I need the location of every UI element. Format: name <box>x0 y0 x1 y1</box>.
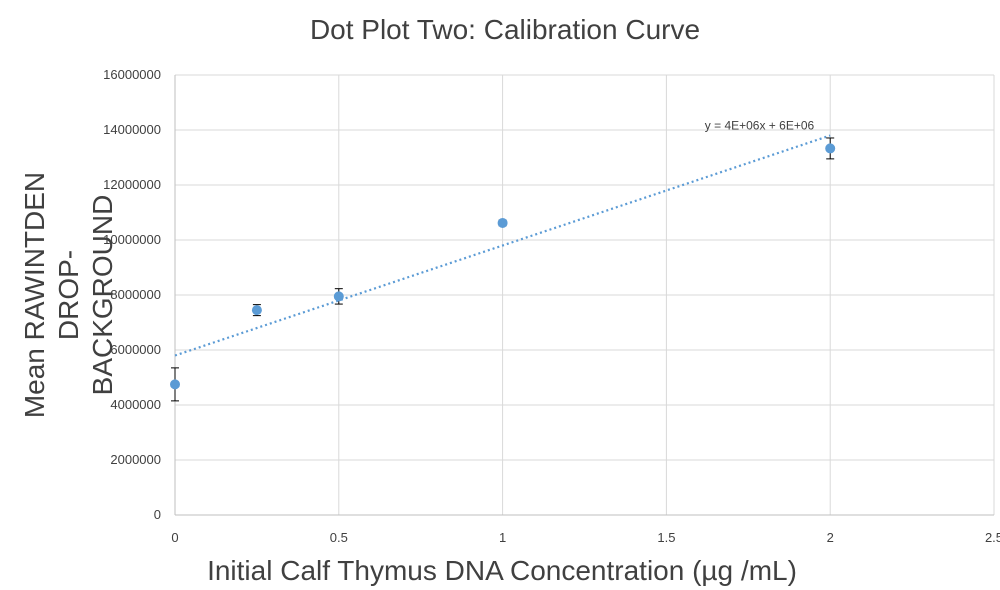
y-tick-label: 16000000 <box>103 67 161 82</box>
x-tick-label: 0 <box>171 530 178 545</box>
gridlines <box>174 74 995 516</box>
y-tick-label: 8000000 <box>110 287 161 302</box>
x-tick-label: 1.5 <box>657 530 675 545</box>
x-tick-label: 2 <box>827 530 834 545</box>
tick-labels: 0200000040000006000000800000010000000120… <box>103 67 1000 545</box>
data-point <box>170 379 180 390</box>
trendline-group: y = 4E+06x + 6E+06 <box>174 119 831 357</box>
trendline <box>174 134 831 357</box>
y-tick-label: 10000000 <box>103 232 161 247</box>
y-tick-label: 6000000 <box>110 342 161 357</box>
data-point <box>333 291 344 302</box>
x-tick-label: 0.5 <box>330 530 348 545</box>
x-tick-label: 2.5 <box>985 530 1000 545</box>
y-tick-label: 4000000 <box>110 397 161 412</box>
x-tick-label: 1 <box>499 530 506 545</box>
y-tick-label: 12000000 <box>103 177 161 192</box>
y-tick-label: 2000000 <box>110 452 161 467</box>
y-tick-label: 14000000 <box>103 122 161 137</box>
data-point <box>825 143 836 154</box>
data-point <box>251 305 262 316</box>
data-points <box>170 143 836 390</box>
data-point <box>497 217 508 228</box>
trendline-equation: y = 4E+06x + 6E+06 <box>705 119 815 133</box>
x-axis-title: Initial Calf Thymus DNA Concentration (µ… <box>207 555 797 586</box>
chart-title: Dot Plot Two: Calibration Curve <box>309 14 701 45</box>
y-tick-label: 0 <box>154 507 161 522</box>
